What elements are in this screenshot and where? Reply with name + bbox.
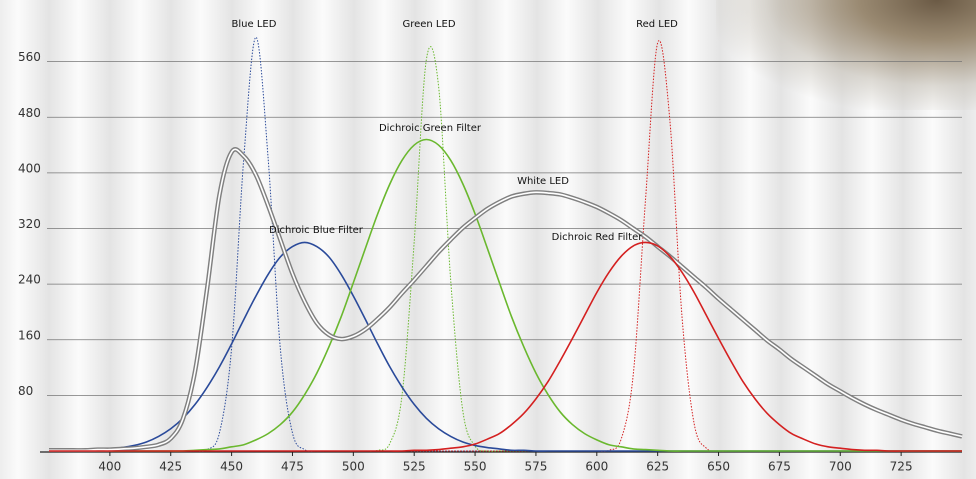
series-line xyxy=(48,241,962,452)
x-tick-label: 450 xyxy=(220,460,243,474)
x-tick-label: 700 xyxy=(829,460,852,474)
x-tick-label: 525 xyxy=(403,460,426,474)
y-tick-label: 320 xyxy=(18,217,41,231)
x-tick-label: 475 xyxy=(281,460,304,474)
series-line xyxy=(48,46,962,452)
x-tick-label: 400 xyxy=(98,460,121,474)
x-tick-label: 650 xyxy=(707,460,730,474)
series-line xyxy=(48,40,962,452)
series-label: White LED xyxy=(517,176,569,187)
series-line xyxy=(48,241,962,452)
series-label: Dichroic Green Filter xyxy=(379,123,482,134)
series-label: Red LED xyxy=(636,19,678,30)
plot-area xyxy=(48,36,963,452)
x-tick-label: 575 xyxy=(524,460,547,474)
series-label: Dichroic Blue Filter xyxy=(269,225,364,236)
series-label: Dichroic Red Filter xyxy=(552,232,644,243)
background-photo xyxy=(716,0,976,110)
y-tick-label: 480 xyxy=(18,106,41,120)
x-tick-label: 550 xyxy=(464,460,487,474)
x-tick-label: 425 xyxy=(159,460,182,474)
series-line xyxy=(48,138,962,452)
y-tick-label: 160 xyxy=(18,328,41,342)
x-tick-label: 725 xyxy=(890,460,913,474)
x-tick-label: 625 xyxy=(646,460,669,474)
series-line xyxy=(48,36,962,452)
x-tick-label: 500 xyxy=(342,460,365,474)
series-label: Blue LED xyxy=(232,19,277,30)
y-tick-label: 240 xyxy=(18,273,41,287)
series-line-inner xyxy=(49,148,963,452)
y-tick-label: 560 xyxy=(18,50,41,64)
y-tick-label: 400 xyxy=(18,161,41,175)
x-tick-label: 600 xyxy=(585,460,608,474)
x-tick-label: 675 xyxy=(768,460,791,474)
series-label: Green LED xyxy=(402,19,455,30)
y-tick-label: 80 xyxy=(18,384,33,398)
